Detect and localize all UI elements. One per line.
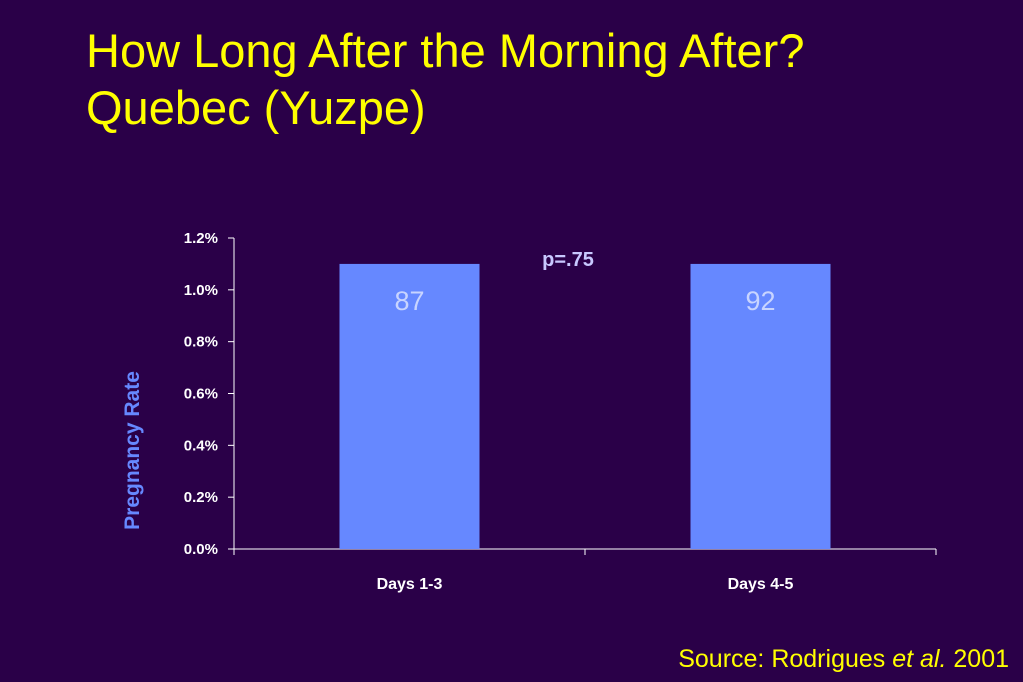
y-tick-label: 0.6% xyxy=(184,386,218,403)
slide-title: How Long After the Morning After? Quebec… xyxy=(86,22,804,136)
source-italic: et al. xyxy=(892,645,947,673)
p-value-annotation: p=.75 xyxy=(542,249,594,271)
source-prefix: Source: Rodrigues xyxy=(678,645,893,673)
slide-title-line-2: Quebec (Yuzpe) xyxy=(86,81,426,134)
chart-labels: 0.0% 0.2% 0.4% 0.6% 0.8% 1.0% 1.2% 87 Days 1-3 92… xyxy=(121,230,794,593)
bar-1 xyxy=(339,263,480,549)
y-tick-label: 0.0% xyxy=(184,541,218,558)
x-category-label: Days 4-5 xyxy=(728,576,794,593)
y-tick-label: 1.0% xyxy=(184,282,218,299)
chart-bars xyxy=(339,263,831,549)
slide-title-line-1: How Long After the Morning After? xyxy=(86,24,805,77)
y-tick-label: 1.2% xyxy=(184,230,218,247)
y-tick-label: 0.8% xyxy=(184,334,218,351)
source-citation: Source: Rodrigues et al. 2001 xyxy=(678,645,1009,674)
x-category-label: Days 1-3 xyxy=(377,576,443,593)
y-tick-label: 0.4% xyxy=(184,437,218,454)
source-suffix: 2001 xyxy=(946,645,1009,673)
y-tick-label: 0.2% xyxy=(184,489,218,506)
bar-data-label: 92 xyxy=(745,286,775,316)
bar-data-label: 87 xyxy=(394,286,424,316)
bar-2 xyxy=(690,263,831,549)
y-axis-title: Pregnancy Rate xyxy=(121,371,144,530)
